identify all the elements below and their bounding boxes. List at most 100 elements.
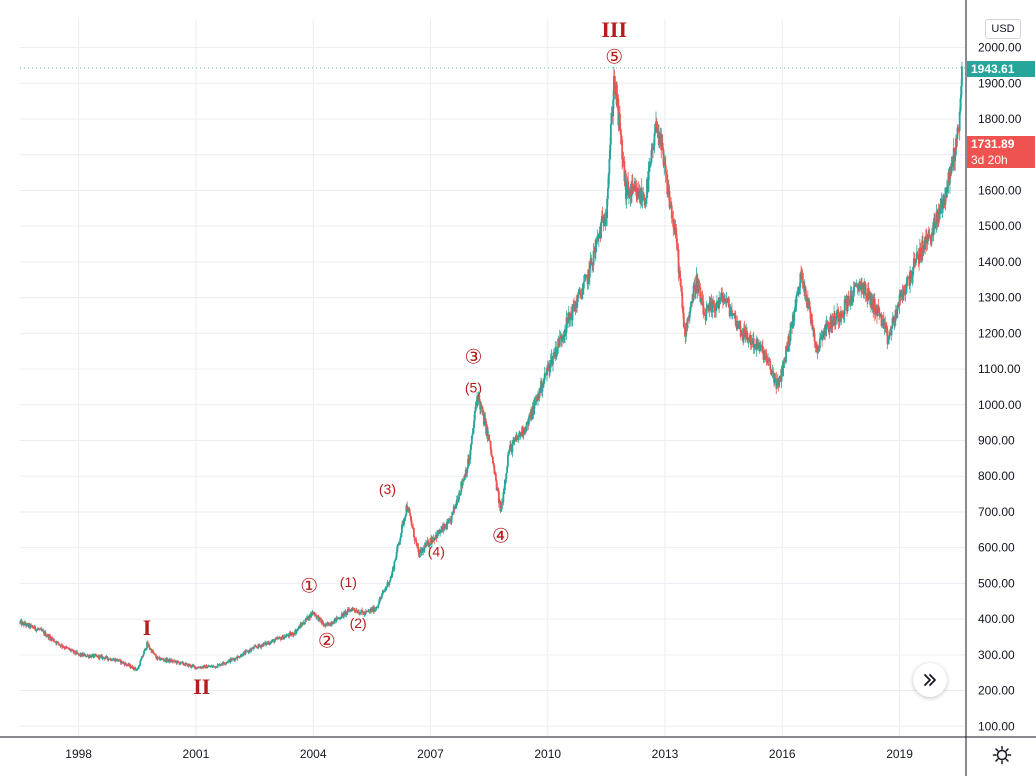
candle-body — [756, 338, 759, 349]
candle-body — [450, 515, 453, 524]
chart-settings-button[interactable] — [991, 744, 1013, 766]
candle-body — [917, 253, 920, 260]
candle-body — [67, 647, 70, 650]
candle — [886, 325, 889, 349]
scroll-to-realtime-button[interactable] — [913, 663, 947, 697]
candle-body — [956, 127, 959, 139]
candle-body — [95, 654, 97, 656]
candle-body — [277, 638, 280, 639]
candle-body — [766, 362, 769, 363]
candle-body — [797, 287, 800, 295]
candle-body — [543, 373, 546, 380]
candle-body — [512, 440, 515, 444]
candle — [540, 378, 543, 396]
candle-body — [286, 634, 289, 636]
candle-body — [379, 598, 382, 600]
candle-body — [46, 635, 48, 637]
candle — [488, 434, 490, 441]
candle — [840, 310, 843, 325]
candle-body — [262, 643, 265, 647]
candle-body — [192, 665, 195, 666]
candle — [393, 561, 396, 572]
candle — [313, 611, 316, 617]
y-tick-label: 1300.00 — [978, 291, 1022, 305]
candle-body — [647, 170, 650, 192]
candle — [459, 491, 462, 497]
candle-body — [800, 273, 802, 275]
candle — [522, 425, 524, 439]
candle-body — [705, 308, 708, 321]
candle — [388, 581, 391, 588]
candle-body — [343, 611, 345, 617]
candle-body — [279, 637, 282, 638]
candle-body — [431, 539, 433, 544]
candle-body — [579, 289, 581, 295]
candle — [451, 511, 454, 520]
candle — [795, 293, 798, 312]
candle-body — [378, 599, 381, 604]
candle-body — [410, 520, 413, 526]
candle-body — [104, 658, 106, 660]
currency-button[interactable]: USD — [985, 19, 1021, 39]
candle — [585, 274, 587, 277]
candle-body — [460, 481, 463, 493]
candle-body — [757, 344, 760, 349]
candle-body — [912, 266, 914, 276]
candle-body — [190, 666, 193, 668]
candle — [648, 157, 651, 181]
candle-body — [226, 662, 229, 663]
candle-body — [349, 609, 351, 612]
candle-body — [85, 656, 88, 658]
candle-body — [473, 411, 476, 421]
candle-body — [929, 236, 932, 240]
candle — [600, 219, 603, 240]
candle-body — [770, 369, 772, 375]
candle-body — [576, 294, 579, 303]
candle-body — [234, 658, 236, 661]
candle-body — [561, 335, 564, 341]
candle-body — [112, 659, 115, 661]
candle-body — [682, 313, 685, 328]
wave-label: ③ — [464, 347, 482, 369]
candle-body — [443, 524, 446, 528]
candle-body — [543, 379, 545, 383]
candle — [373, 605, 375, 614]
candle-body — [479, 401, 481, 410]
candle-body — [746, 330, 748, 339]
candle-body — [35, 629, 38, 631]
candle-body — [137, 665, 140, 669]
candle — [110, 657, 112, 661]
candle-body — [269, 643, 272, 644]
candle — [21, 620, 24, 626]
candle-body — [461, 481, 464, 486]
candle — [763, 349, 766, 364]
candle-body — [290, 634, 293, 636]
candle-body — [215, 666, 218, 668]
candle-body — [703, 315, 706, 316]
candle — [681, 285, 684, 311]
candle — [930, 227, 933, 246]
candle-body — [906, 276, 908, 287]
candle — [718, 291, 721, 313]
candle — [672, 210, 675, 237]
candle-body — [798, 287, 801, 288]
grid-lines — [20, 19, 966, 737]
candle-body — [291, 632, 294, 636]
candle-body — [812, 327, 815, 334]
candle-body — [111, 660, 114, 661]
candle-body — [637, 188, 639, 200]
candle-body — [660, 133, 663, 151]
candle-body — [898, 294, 901, 306]
candle-body — [675, 228, 678, 239]
candle — [479, 401, 482, 415]
candle-body — [865, 295, 868, 298]
candle-body — [130, 667, 133, 669]
candle-body — [546, 365, 549, 371]
candle-body — [280, 638, 283, 640]
candle-body — [687, 318, 690, 320]
candle-body — [93, 654, 96, 658]
candle — [57, 641, 60, 646]
candle — [867, 282, 870, 301]
